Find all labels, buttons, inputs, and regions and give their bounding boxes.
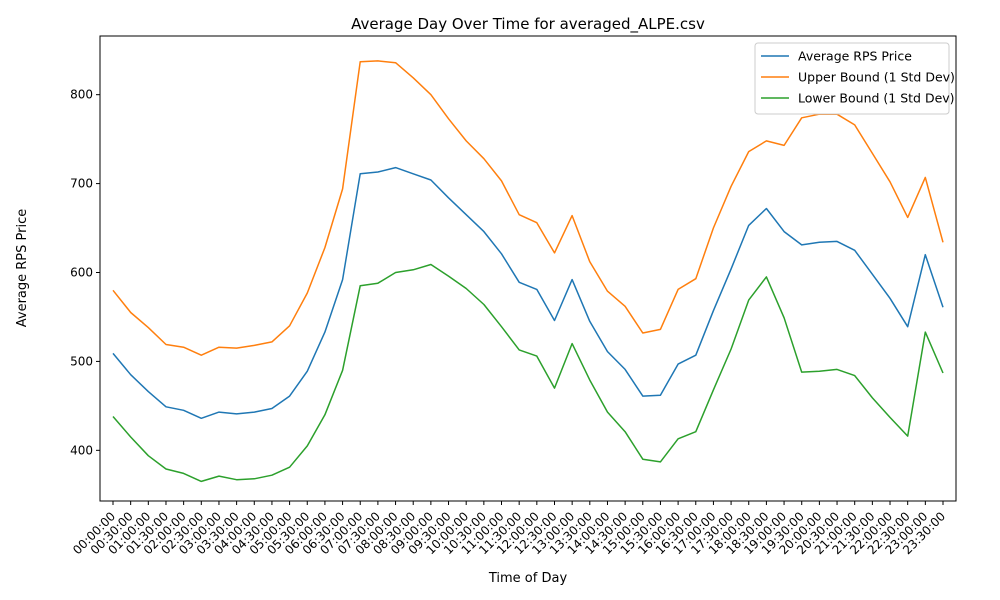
y-tick-label: 700	[70, 177, 93, 191]
chart-title: Average Day Over Time for averaged_ALPE.…	[351, 15, 705, 34]
y-tick-label: 400	[70, 443, 93, 457]
x-axis-ticks: 00:00:0000:30:0001:00:0001:30:0002:00:00…	[70, 501, 948, 557]
y-axis-label: Average RPS Price	[15, 209, 30, 328]
series-line-2	[112, 263, 944, 483]
y-axis-ticks: 400 500 600 700 800	[70, 88, 100, 457]
legend-box	[754, 42, 950, 115]
series-lines	[112, 60, 944, 483]
x-axis-label: Time of Day	[488, 571, 568, 586]
legend-label: Average RPS Price	[798, 49, 912, 64]
legend-label: Lower Bound (1 Std Dev)	[798, 91, 955, 106]
y-tick-label: 800	[70, 88, 93, 102]
plot-frame	[99, 35, 957, 502]
series-line-1	[112, 60, 944, 356]
legend: Average RPS Price Upper Bound (1 Std Dev)…	[754, 42, 955, 115]
series-line-0	[112, 166, 944, 420]
y-tick-label: 500	[70, 354, 93, 368]
legend-label: Upper Bound (1 Std Dev)	[798, 70, 955, 85]
y-tick-label: 600	[70, 266, 93, 280]
